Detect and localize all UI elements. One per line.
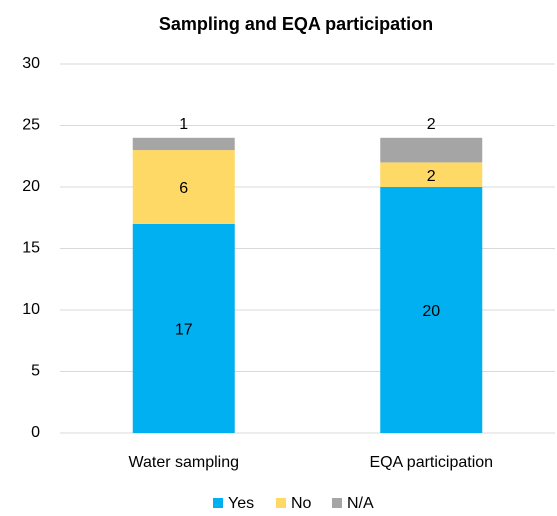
y-tick-label: 30 bbox=[22, 55, 40, 72]
data-label: 17 bbox=[175, 322, 193, 339]
chart-title: Sampling and EQA participation bbox=[159, 14, 433, 34]
legend-label: No bbox=[291, 495, 312, 512]
data-label: 2 bbox=[427, 168, 436, 185]
x-tick-label: EQA participation bbox=[369, 454, 493, 471]
x-tick-label: Water sampling bbox=[128, 454, 239, 471]
legend-label: N/A bbox=[347, 495, 374, 512]
bar-segment bbox=[132, 223, 235, 433]
y-tick-label: 10 bbox=[22, 301, 40, 318]
bar-segment bbox=[380, 137, 483, 163]
y-tick-label: 5 bbox=[31, 363, 40, 380]
data-label: 1 bbox=[179, 116, 188, 133]
bar-segment bbox=[380, 162, 483, 187]
bar-segment bbox=[132, 137, 235, 151]
data-label: 2 bbox=[427, 116, 436, 133]
data-label: 6 bbox=[179, 180, 188, 197]
legend-swatch bbox=[276, 498, 286, 508]
bar-segment bbox=[132, 150, 235, 224]
legend-label: Yes bbox=[228, 495, 254, 512]
y-tick-label: 15 bbox=[22, 240, 40, 257]
y-tick-label: 25 bbox=[22, 117, 40, 134]
y-tick-label: 20 bbox=[22, 178, 40, 195]
legend-swatch bbox=[332, 498, 342, 508]
bar-segment bbox=[380, 187, 483, 433]
legend-swatch bbox=[213, 498, 223, 508]
data-label: 20 bbox=[422, 303, 440, 320]
y-tick-label: 0 bbox=[31, 424, 40, 441]
